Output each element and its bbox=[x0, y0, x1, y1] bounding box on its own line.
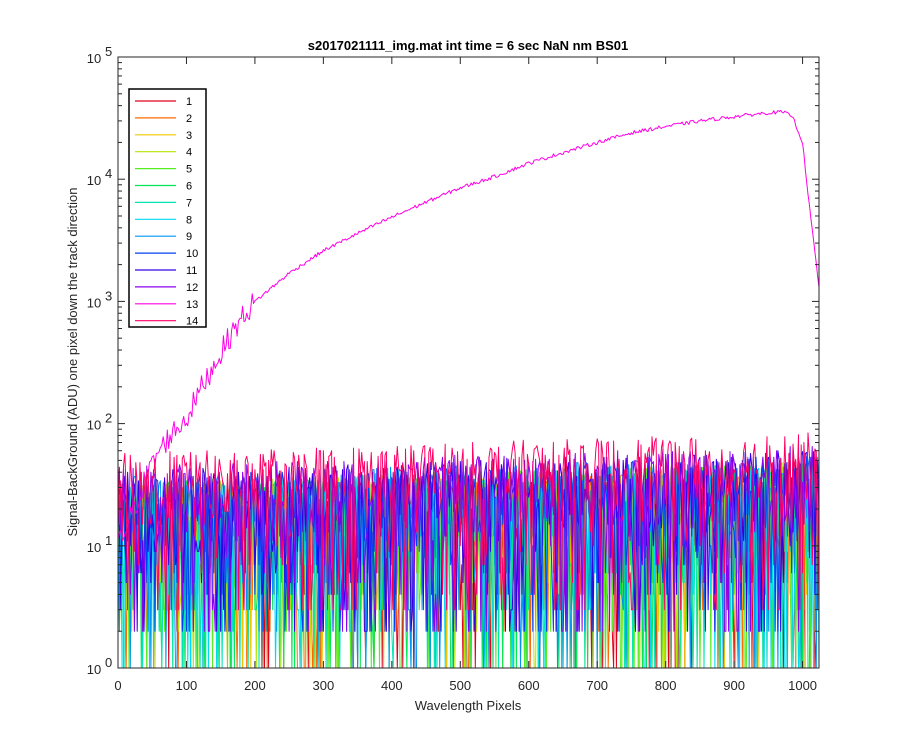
legend-label-8: 8 bbox=[186, 214, 192, 226]
y-tick-exponent: 0 bbox=[105, 655, 112, 670]
x-tick-label: 700 bbox=[586, 678, 608, 693]
y-tick-exponent: 5 bbox=[105, 44, 112, 59]
x-tick-label: 400 bbox=[381, 678, 403, 693]
legend-label-6: 6 bbox=[186, 181, 192, 193]
y-tick-label: 10 bbox=[87, 662, 101, 677]
legend-label-5: 5 bbox=[186, 164, 192, 176]
legend-label-7: 7 bbox=[186, 197, 192, 209]
y-axis-label: Signal-BackGround (ADU) one pixel down t… bbox=[65, 187, 80, 536]
plot-frame bbox=[117, 56, 820, 669]
y-tick-exponent: 3 bbox=[105, 288, 112, 303]
legend-label-3: 3 bbox=[186, 130, 192, 142]
y-tick-exponent: 1 bbox=[105, 533, 112, 548]
legend-label-13: 13 bbox=[186, 299, 198, 311]
x-tick-label: 100 bbox=[176, 678, 198, 693]
x-tick-label: 500 bbox=[449, 678, 471, 693]
legend-label-2: 2 bbox=[186, 113, 192, 125]
legend-label-1: 1 bbox=[186, 96, 192, 108]
series-line-14 bbox=[117, 432, 820, 611]
x-tick-label: 200 bbox=[244, 678, 266, 693]
x-tick-label: 900 bbox=[723, 678, 745, 693]
series-line-13 bbox=[117, 109, 820, 542]
legend-label-10: 10 bbox=[186, 248, 198, 260]
y-tick-exponent: 4 bbox=[105, 166, 112, 181]
chart-title: s2017021111_img.mat int time = 6 sec NaN… bbox=[308, 38, 629, 53]
y-tick-exponent: 2 bbox=[105, 411, 112, 426]
x-tick-label: 800 bbox=[655, 678, 677, 693]
legend-label-11: 11 bbox=[186, 265, 197, 277]
x-tick-label: 1000 bbox=[788, 678, 817, 693]
y-tick-label: 10 bbox=[87, 173, 101, 188]
legend-label-12: 12 bbox=[186, 282, 198, 294]
legend-label-14: 14 bbox=[186, 316, 198, 328]
series-line-12 bbox=[117, 446, 819, 632]
y-tick-label: 10 bbox=[87, 51, 101, 66]
y-tick-label: 10 bbox=[87, 295, 101, 310]
x-tick-label: 300 bbox=[313, 678, 335, 693]
y-tick-label: 10 bbox=[87, 418, 101, 433]
y-tick-label: 10 bbox=[87, 540, 101, 555]
series-layer bbox=[117, 109, 820, 669]
legend-label-4: 4 bbox=[186, 147, 192, 159]
x-axis-label: Wavelength Pixels bbox=[415, 698, 522, 713]
x-tick-label: 600 bbox=[518, 678, 540, 693]
legend-label-9: 9 bbox=[186, 231, 192, 243]
x-tick-label: 0 bbox=[114, 678, 121, 693]
